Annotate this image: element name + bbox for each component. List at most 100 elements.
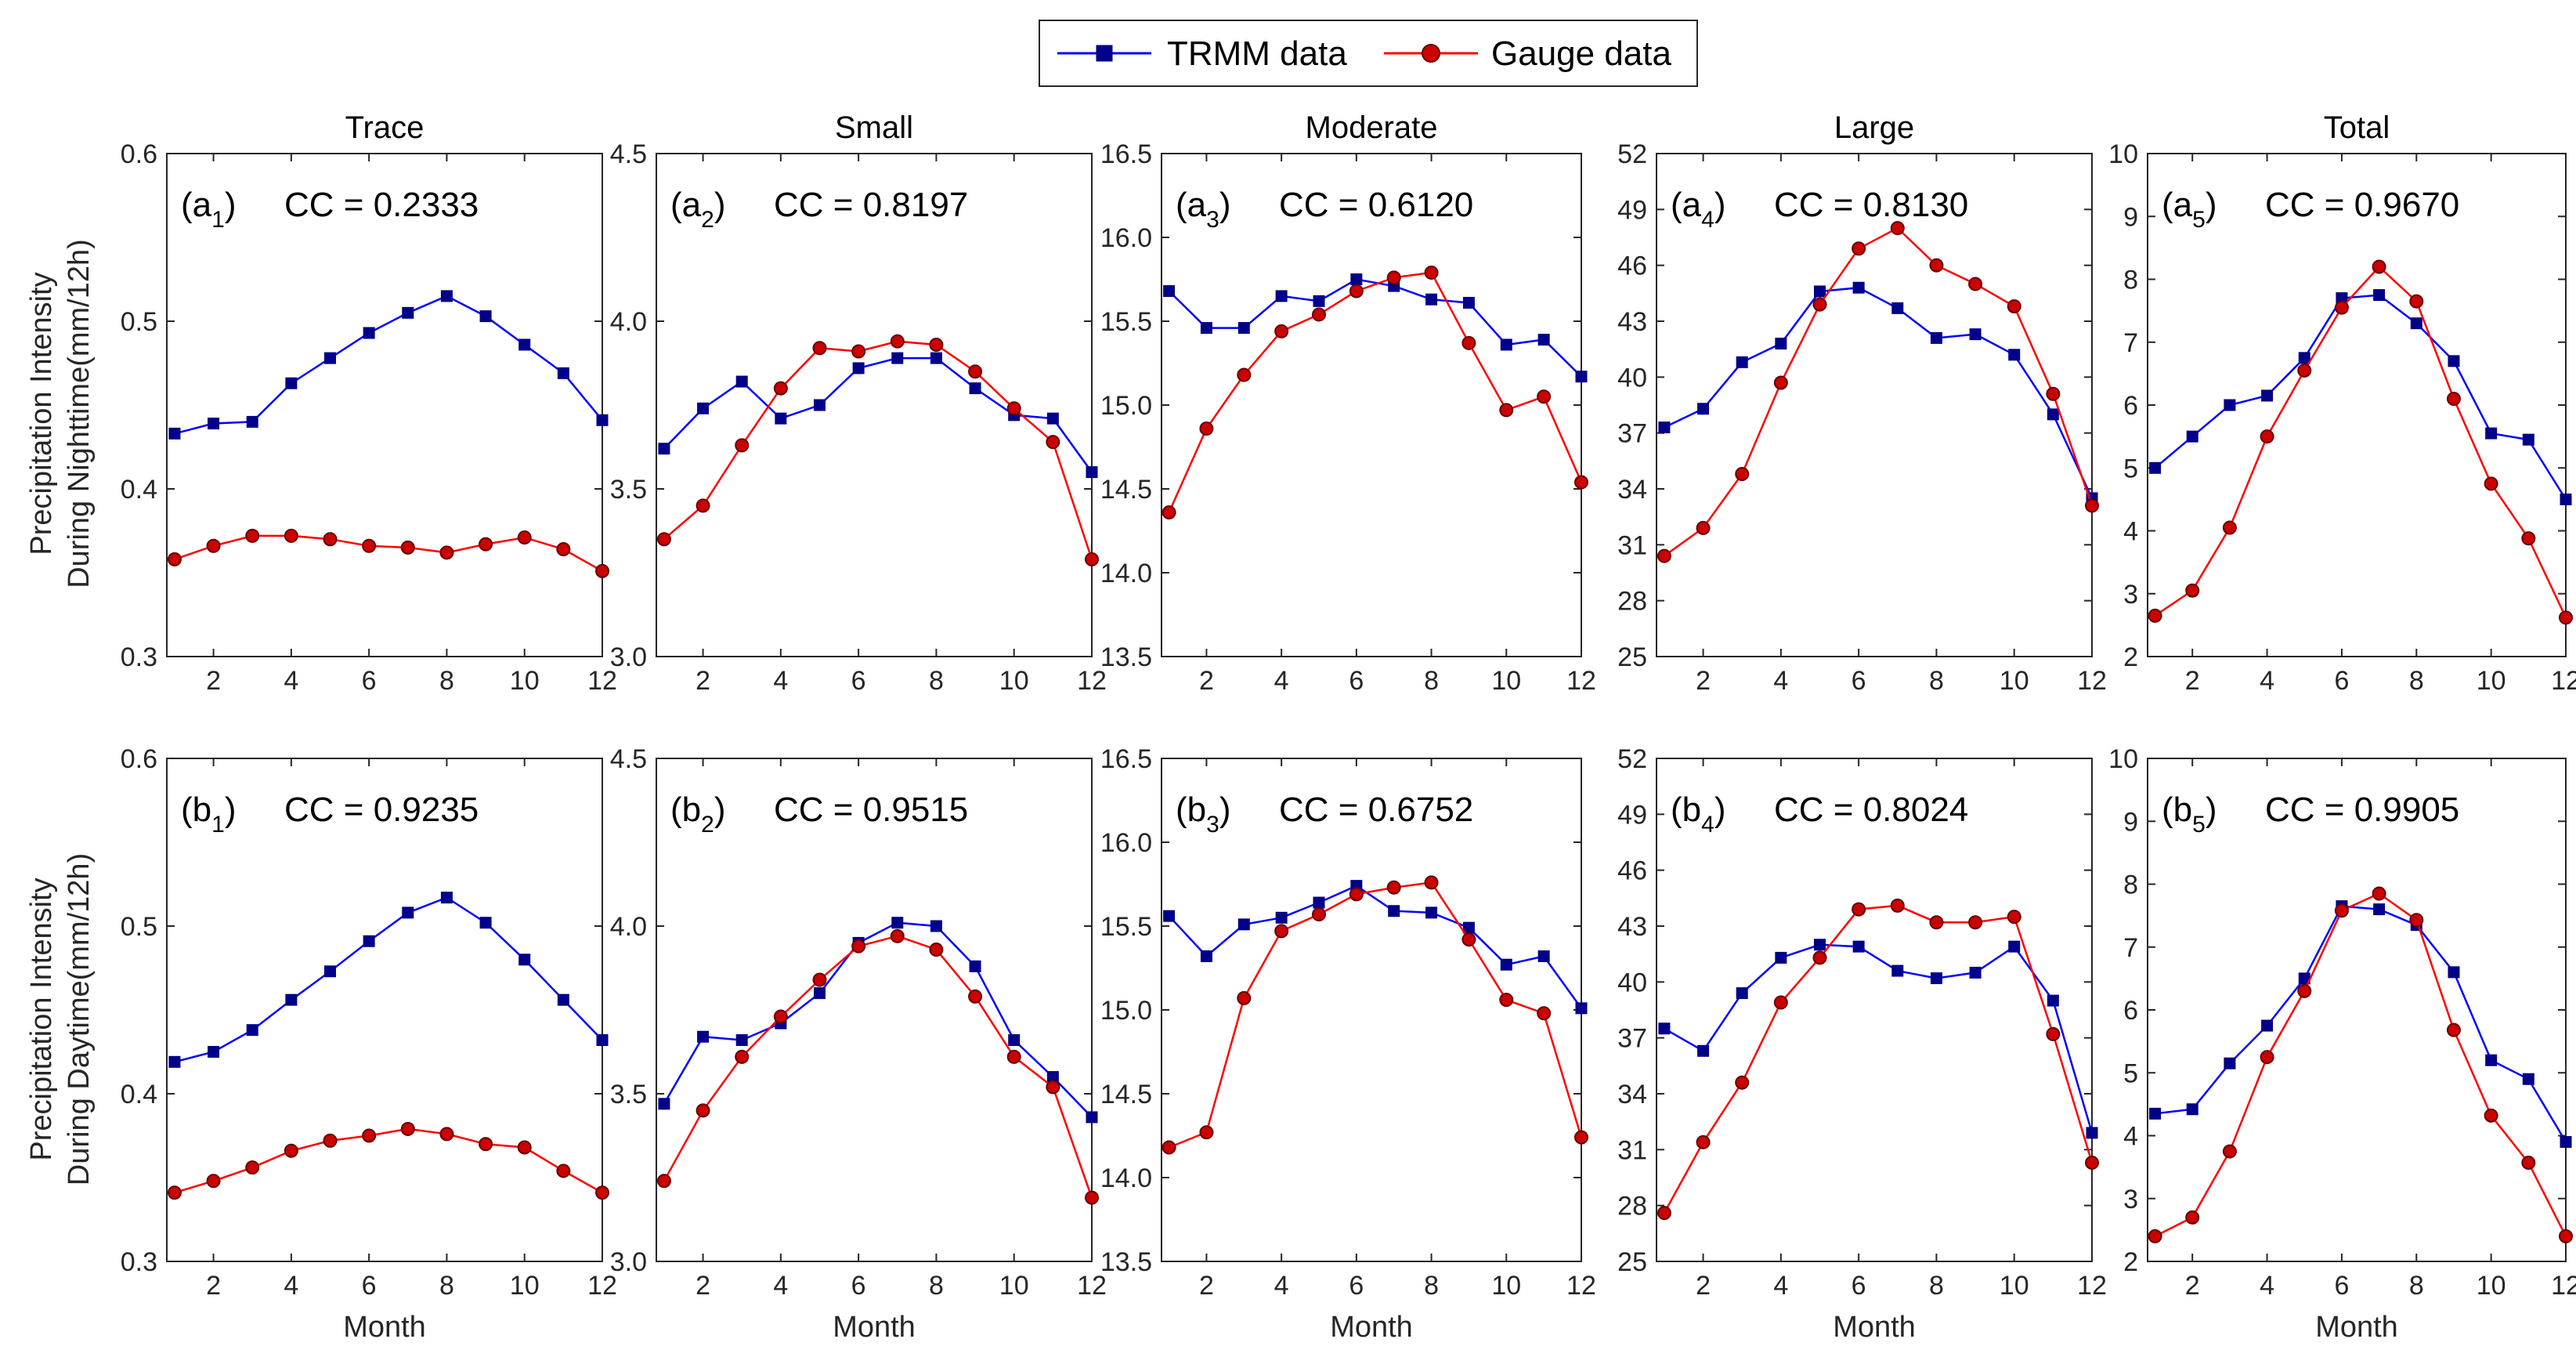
y-tick-label: 37 bbox=[1617, 1024, 1647, 1054]
y-tick-label: 8 bbox=[2123, 870, 2138, 900]
trmm-data-point bbox=[2008, 940, 2021, 953]
trmm-data-point bbox=[1350, 273, 1363, 285]
panel-label-subscript: 4 bbox=[1701, 812, 1714, 838]
trmm-data-point bbox=[658, 1098, 670, 1110]
gauge-data-point bbox=[1773, 995, 1788, 1010]
y-tick-label: 28 bbox=[1617, 587, 1647, 617]
gauge-data-point bbox=[517, 1140, 532, 1155]
x-tick-label: 6 bbox=[1852, 666, 1866, 696]
y-tick-label: 3.0 bbox=[610, 1247, 647, 1277]
trmm-data-point bbox=[891, 352, 904, 364]
gauge-data-point bbox=[1499, 993, 1514, 1008]
y-tick-label: 0.6 bbox=[121, 744, 157, 774]
panel-label-open: (a bbox=[1671, 186, 1702, 224]
trmm-data-point bbox=[1425, 293, 1438, 306]
panel-b3: 13.5 14.0 14.5 15.0 15.5 16.0 16.5 2 4 6 8 10 12 Mont… bbox=[1100, 744, 1596, 1344]
gauge-series-line bbox=[2154, 265, 2567, 618]
trmm-data-point bbox=[1891, 302, 1904, 314]
gauge-data-point bbox=[1085, 552, 1099, 566]
y-tick-label: 34 bbox=[1617, 475, 1647, 505]
panel-title: Small bbox=[835, 110, 913, 145]
gauge-data-point bbox=[1046, 1080, 1060, 1095]
panel-label-open: (b bbox=[1671, 791, 1701, 829]
gauge-data-point bbox=[439, 545, 454, 560]
gauge-data-point bbox=[2085, 1155, 2099, 1170]
gauge-data-point bbox=[2260, 1050, 2274, 1065]
trmm-data-point bbox=[246, 415, 258, 428]
x-tick-label: 2 bbox=[695, 1271, 710, 1301]
trmm-data-point bbox=[557, 993, 569, 1006]
trmm-data-point bbox=[285, 993, 298, 1006]
gauge-data-point bbox=[1574, 1130, 1588, 1145]
x-tick-label: 10 bbox=[510, 666, 540, 696]
gauge-data-point bbox=[1773, 375, 1788, 390]
trmm-data-point bbox=[1814, 939, 1826, 951]
trmm-series-line bbox=[2154, 294, 2567, 501]
gauge-data-point bbox=[2446, 1022, 2461, 1037]
x-tick-label: 12 bbox=[2551, 666, 2576, 696]
y-tick-label: 31 bbox=[1617, 1135, 1647, 1165]
y-tick-label: 0.4 bbox=[121, 1080, 157, 1109]
x-tick-label: 12 bbox=[1077, 1271, 1107, 1301]
gauge-data-point bbox=[362, 1128, 377, 1143]
trmm-data-point bbox=[2410, 317, 2422, 330]
axes-frame bbox=[166, 758, 603, 1262]
x-tick-label: 10 bbox=[999, 666, 1029, 696]
trmm-data-point bbox=[1086, 466, 1098, 479]
trmm-data-point bbox=[1313, 295, 1325, 307]
trmm-data-point bbox=[1969, 966, 1982, 979]
cc-annotation: CC = 0.6120 bbox=[1279, 186, 1473, 224]
legend-gauge-label: Gauge data bbox=[1491, 34, 1671, 73]
y-tick-label: 7 bbox=[2123, 933, 2138, 963]
gauge-data-point bbox=[1274, 924, 1289, 939]
y-tick-label: 13.5 bbox=[1100, 642, 1152, 672]
x-axis-label: Month bbox=[1330, 1311, 1413, 1344]
gauge-data-point bbox=[479, 537, 493, 552]
x-tick-label: 10 bbox=[2000, 666, 2029, 696]
gauge-data-point bbox=[695, 498, 710, 513]
gauge-data-point bbox=[2372, 886, 2386, 901]
trmm-data-point bbox=[363, 935, 375, 947]
gauge-data-point bbox=[245, 1160, 260, 1175]
x-tick-label: 6 bbox=[1852, 1271, 1866, 1301]
gauge-data-point bbox=[2409, 294, 2424, 309]
gauge-data-point bbox=[2222, 1144, 2237, 1159]
row-label-nighttime-line1: Precipitation Intensity bbox=[25, 272, 58, 555]
gauge-data-point bbox=[1312, 907, 1326, 922]
trmm-data-point bbox=[1163, 284, 1176, 297]
gauge-data-point bbox=[1424, 265, 1439, 280]
gauge-data-point bbox=[1696, 1134, 1711, 1149]
gauge-data-point bbox=[851, 939, 866, 954]
panel-b1: 0.3 0.4 0.5 0.6 2 4 6 8 10 12 Month (b1) CC = 0.9235 bbox=[121, 744, 617, 1344]
y-tick-label: 31 bbox=[1617, 530, 1647, 560]
x-axis-label: Month bbox=[833, 1311, 916, 1344]
gauge-data-point bbox=[1735, 1075, 1750, 1090]
y-tick-label: 14.0 bbox=[1100, 559, 1152, 588]
x-tick-label: 12 bbox=[587, 1271, 617, 1301]
trmm-data-point bbox=[2261, 1019, 2274, 1032]
panel-title: Large bbox=[1834, 110, 1914, 145]
trmm-data-point bbox=[1275, 290, 1288, 302]
trmm-data-point bbox=[2008, 349, 2021, 361]
x-tick-label: 8 bbox=[2409, 666, 2424, 696]
x-tick-label: 2 bbox=[206, 1271, 221, 1301]
panel-label-subscript: 5 bbox=[2192, 812, 2206, 838]
panel-label: (b1) bbox=[181, 791, 236, 838]
x-tick-label: 8 bbox=[1929, 1271, 1944, 1301]
panel-title: Moderate bbox=[1306, 110, 1438, 145]
y-tick-label: 43 bbox=[1617, 307, 1647, 337]
gauge-data-point bbox=[1386, 880, 1401, 895]
gauge-data-point bbox=[1085, 1190, 1099, 1205]
y-tick-label: 14.0 bbox=[1100, 1163, 1152, 1193]
trmm-data-point bbox=[285, 377, 298, 389]
trmm-data-point bbox=[1658, 1022, 1671, 1035]
x-tick-label: 10 bbox=[510, 1271, 540, 1301]
trmm-data-point bbox=[1500, 338, 1512, 351]
cc-annotation: CC = 0.8130 bbox=[1774, 186, 1968, 224]
trmm-data-point bbox=[402, 306, 414, 319]
y-tick-label: 37 bbox=[1617, 419, 1647, 449]
x-axis-label: Month bbox=[2315, 1311, 2398, 1344]
gauge-data-point bbox=[890, 928, 905, 943]
trmm-data-point bbox=[1425, 906, 1438, 919]
